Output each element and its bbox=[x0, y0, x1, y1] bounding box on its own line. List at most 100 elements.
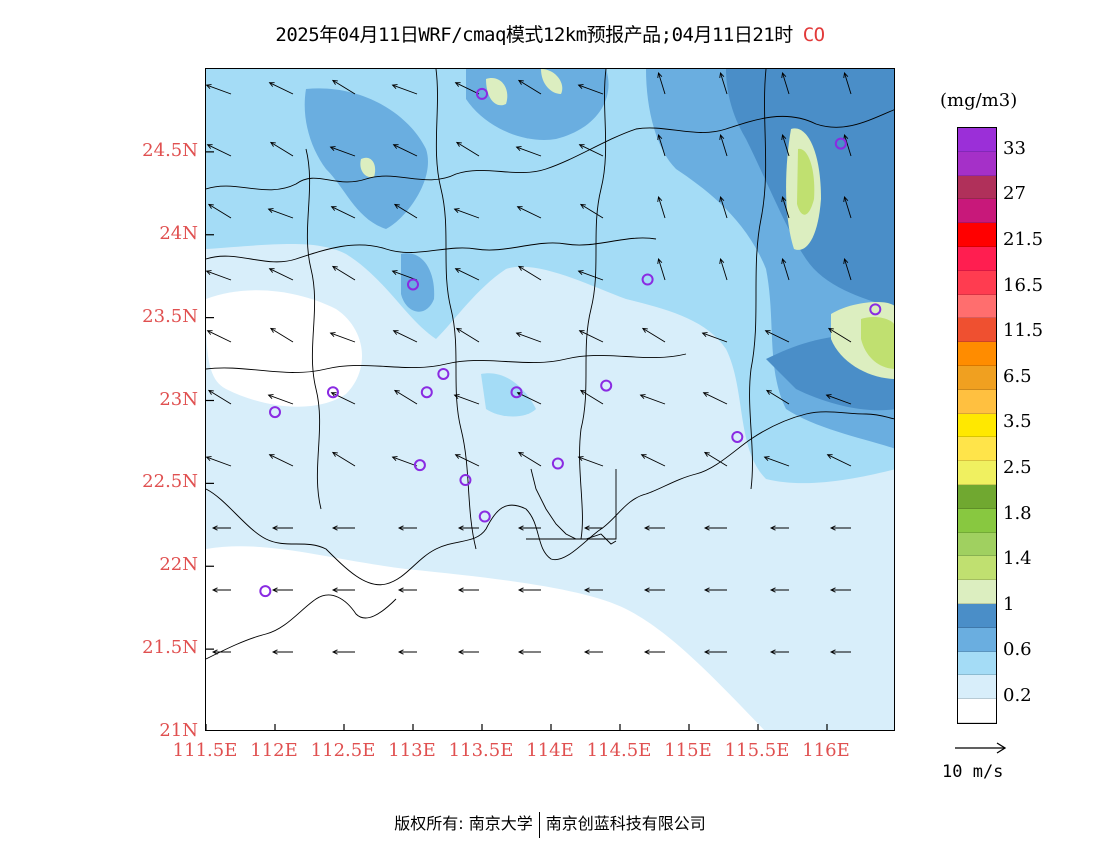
station-marker bbox=[259, 585, 272, 598]
wind-arrow bbox=[515, 332, 542, 343]
wind-arrow bbox=[829, 525, 851, 531]
colorbar-tick-label: 16.5 bbox=[1003, 274, 1044, 296]
lon-tick-label: 113.5E bbox=[448, 740, 514, 761]
wind-arrow bbox=[829, 587, 851, 593]
station-marker bbox=[478, 510, 491, 523]
wind-arrow bbox=[393, 203, 418, 219]
wind-arrow bbox=[517, 525, 541, 531]
wind-arrow bbox=[397, 587, 417, 593]
boundary-line bbox=[206, 353, 687, 373]
colorbar-tick-label: 21.5 bbox=[1003, 229, 1044, 250]
species-label: CO bbox=[802, 24, 825, 46]
station-marker bbox=[407, 278, 419, 291]
wind-arrow bbox=[457, 587, 479, 593]
lon-tick-label: 115E bbox=[664, 740, 712, 761]
station-marker bbox=[510, 386, 523, 399]
lon-tick-label: 113E bbox=[388, 740, 436, 761]
station-marker bbox=[834, 137, 847, 150]
wind-arrow bbox=[268, 454, 294, 467]
copyright-separator bbox=[538, 811, 540, 838]
wind-arrow bbox=[703, 649, 727, 655]
lon-tick-label: 112E bbox=[250, 740, 298, 761]
wind-arrow bbox=[657, 71, 666, 95]
wind-arrow bbox=[826, 454, 852, 467]
wind-arrow bbox=[639, 394, 666, 405]
boundary-line bbox=[206, 237, 657, 263]
wind-arrow bbox=[827, 327, 852, 343]
wind-arrow bbox=[454, 454, 480, 467]
wind-arrow bbox=[577, 270, 604, 281]
lon-tick-label: 114E bbox=[526, 740, 574, 761]
wind-arrow bbox=[517, 79, 542, 95]
wind-arrow bbox=[269, 327, 294, 343]
colorbar-swatch bbox=[958, 365, 996, 390]
colorbar-tick-label: 1.4 bbox=[1003, 548, 1032, 570]
wind-arrow bbox=[640, 454, 666, 467]
wind-arrow bbox=[457, 525, 479, 531]
wind-arrow bbox=[391, 456, 418, 467]
wind-arrow bbox=[703, 525, 727, 531]
sea-low-band bbox=[206, 546, 765, 730]
colorbar-swatch bbox=[958, 175, 996, 200]
station-marker bbox=[551, 457, 564, 470]
wind-arrow bbox=[781, 195, 790, 219]
lat-tick-label: 23N bbox=[159, 388, 198, 410]
copyright-owner: 版权所有: 南京大学 bbox=[394, 814, 533, 833]
lon-tick-label: 111.5E bbox=[172, 740, 238, 761]
colorbar-swatch bbox=[958, 556, 996, 581]
north-max-spot-b bbox=[541, 69, 563, 94]
lat-tick-label: 22N bbox=[159, 554, 198, 576]
wind-arrow bbox=[331, 79, 356, 95]
colorbar-swatch bbox=[958, 223, 996, 247]
wind-arrow bbox=[515, 146, 542, 157]
monitoring-stations bbox=[259, 87, 882, 598]
wind-arrow bbox=[583, 525, 603, 531]
wind-arrow bbox=[781, 133, 790, 157]
wind-arrow bbox=[397, 525, 417, 531]
copyright-line: 版权所有: 南京大学 南京创蓝科技有限公司 bbox=[0, 810, 1100, 838]
wind-arrow bbox=[206, 84, 232, 95]
lon-tick-label: 116E bbox=[802, 740, 850, 761]
wind-arrow bbox=[331, 265, 356, 281]
colorbar-unit: (mg/m3) bbox=[940, 90, 1018, 111]
colorbar-tick-label: 3.5 bbox=[1003, 411, 1032, 433]
wind-arrow bbox=[211, 649, 231, 655]
wind-arrow bbox=[657, 257, 666, 281]
wind-arrow bbox=[330, 206, 356, 219]
wind-arrow bbox=[455, 327, 480, 343]
lon-tick-label: 115.5E bbox=[724, 740, 790, 761]
wind-arrow bbox=[643, 587, 665, 593]
colorbar-tick-label: 1 bbox=[1003, 593, 1015, 615]
wind-arrow bbox=[206, 456, 232, 467]
map-panel bbox=[205, 68, 895, 731]
lat-tick-label: 22.5N bbox=[142, 471, 198, 493]
wind-reference-arrow bbox=[955, 742, 1007, 754]
wind-arrow bbox=[843, 133, 852, 157]
coastline-layer bbox=[206, 69, 894, 660]
station-marker bbox=[269, 406, 281, 419]
wind-arrow bbox=[271, 525, 293, 531]
wind-vectors bbox=[206, 71, 852, 655]
colorbar-swatch bbox=[958, 318, 996, 343]
wind-arrow bbox=[769, 525, 789, 531]
station-marker bbox=[420, 386, 433, 399]
east-top-band bbox=[797, 148, 815, 215]
boundary-line bbox=[206, 411, 894, 586]
wind-arrow bbox=[211, 525, 231, 531]
wind-arrow bbox=[453, 394, 480, 405]
north-max-spot-c bbox=[360, 157, 376, 178]
wind-arrow bbox=[331, 649, 355, 655]
wind-arrow bbox=[268, 82, 294, 95]
colorbar-tick-label: 0.2 bbox=[1003, 685, 1032, 706]
wind-arrow bbox=[769, 649, 789, 655]
colorbar-swatch bbox=[958, 651, 996, 676]
wind-arrow bbox=[457, 649, 479, 655]
wind-arrow bbox=[579, 203, 604, 219]
wind-arrow bbox=[392, 330, 418, 343]
station-marker bbox=[731, 430, 744, 443]
colorbar-swatch bbox=[958, 437, 996, 462]
wind-arrow bbox=[719, 133, 728, 157]
wind-arrow bbox=[583, 649, 603, 655]
wind-arrow bbox=[517, 451, 542, 467]
wind-arrow bbox=[843, 71, 852, 95]
